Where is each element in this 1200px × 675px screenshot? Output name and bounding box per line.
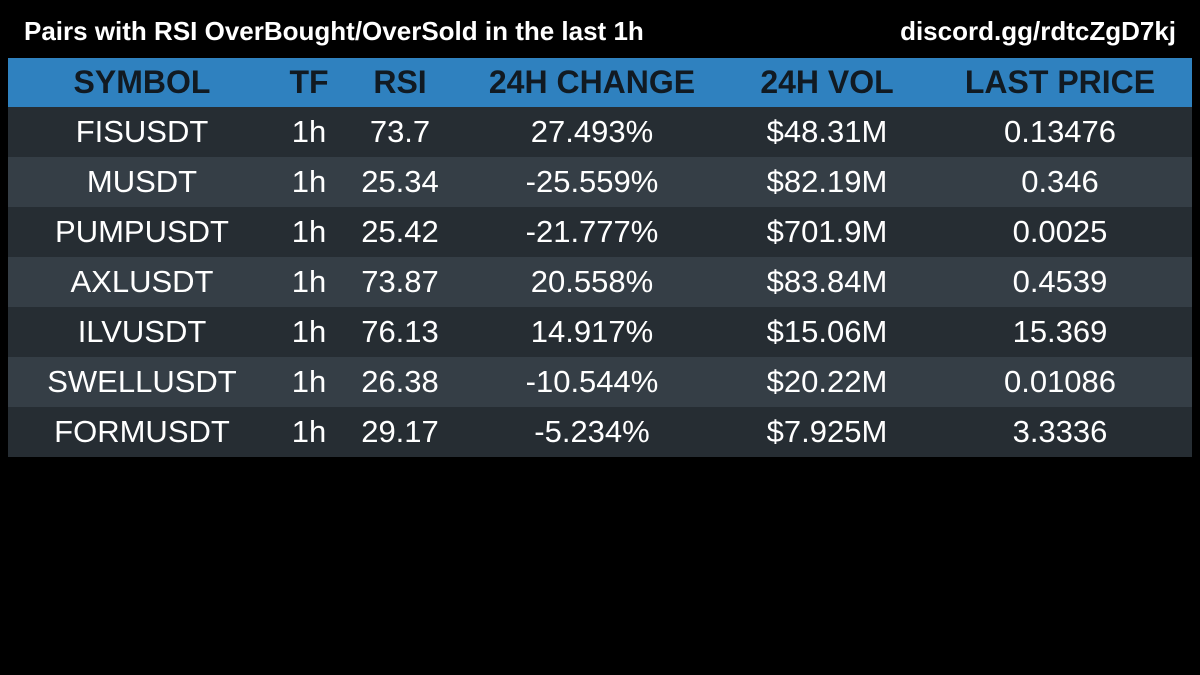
cell-last-price: 0.0025: [1012, 214, 1108, 249]
cell-rsi: 25.42: [361, 214, 439, 249]
cell-symbol: AXLUSDT: [70, 264, 214, 299]
cell-tf: 1h: [291, 214, 327, 249]
column-header-rsi: RSI: [373, 64, 427, 100]
cell-rsi: 73.87: [361, 264, 439, 299]
cell-tf: 1h: [291, 414, 327, 449]
cell-symbol: MUSDT: [86, 164, 198, 199]
table-row: SWELLUSDT 1h 26.38 -10.544% $20.22M 0.01…: [8, 357, 1192, 407]
cell-24h-change: -25.559%: [525, 164, 659, 199]
cell-24h-vol: $83.84M: [766, 264, 888, 299]
cell-rsi: 76.13: [361, 314, 439, 349]
table-row: MUSDT 1h 25.34 -25.559% $82.19M 0.346: [8, 157, 1192, 207]
cell-24h-change: 14.917%: [530, 314, 654, 349]
cell-rsi: 26.38: [361, 364, 439, 399]
cell-rsi: 29.17: [361, 414, 439, 449]
column-header-24h-vol: 24H VOL: [760, 64, 894, 100]
cell-symbol: SWELLUSDT: [47, 364, 237, 399]
table-row: ILVUSDT 1h 76.13 14.917% $15.06M 15.369: [8, 307, 1192, 357]
cell-24h-vol: $7.925M: [766, 414, 888, 449]
cell-tf: 1h: [291, 114, 327, 149]
cell-24h-change: -5.234%: [534, 414, 650, 449]
cell-last-price: 0.01086: [1003, 364, 1117, 399]
discord-link[interactable]: discord.gg/rdtcZgD7kj: [900, 16, 1176, 46]
rsi-table: SYMBOL TF RSI 24H CHANGE 24H VOL LAST PR…: [8, 58, 1192, 457]
cell-rsi: 25.34: [361, 164, 439, 199]
cell-last-price: 0.13476: [1003, 114, 1117, 149]
cell-last-price: 0.4539: [1012, 264, 1108, 299]
cell-last-price: 0.346: [1021, 164, 1099, 199]
cell-rsi: 73.7: [369, 114, 431, 149]
column-header-symbol: SYMBOL: [73, 64, 211, 100]
column-header-24h-change: 24H CHANGE: [488, 64, 696, 100]
cell-symbol: FORMUSDT: [54, 414, 230, 449]
cell-symbol: PUMPUSDT: [55, 214, 229, 249]
cell-24h-vol: $82.19M: [766, 164, 888, 199]
cell-last-price: 3.3336: [1012, 414, 1108, 449]
cell-tf: 1h: [291, 164, 327, 199]
table-row: PUMPUSDT 1h 25.42 -21.777% $701.9M 0.002…: [8, 207, 1192, 257]
rsi-table-container: SYMBOL TF RSI 24H CHANGE 24H VOL LAST PR…: [8, 58, 1192, 457]
table-row: FISUSDT 1h 73.7 27.493% $48.31M 0.13476: [8, 107, 1192, 157]
column-header-tf: TF: [289, 64, 329, 100]
table-row: AXLUSDT 1h 73.87 20.558% $83.84M 0.4539: [8, 257, 1192, 307]
header-bar: Pairs with RSI OverBought/OverSold in th…: [0, 0, 1200, 60]
cell-24h-change: 20.558%: [530, 264, 654, 299]
cell-tf: 1h: [291, 314, 327, 349]
column-header-last-price: LAST PRICE: [964, 64, 1156, 100]
cell-24h-change: -10.544%: [525, 364, 659, 399]
cell-24h-vol: $15.06M: [766, 314, 888, 349]
table-row: FORMUSDT 1h 29.17 -5.234% $7.925M 3.3336: [8, 407, 1192, 457]
cell-24h-vol: $20.22M: [766, 364, 888, 399]
cell-last-price: 15.369: [1012, 314, 1108, 349]
cell-symbol: FISUSDT: [75, 114, 209, 149]
cell-tf: 1h: [291, 364, 327, 399]
cell-24h-change: -21.777%: [525, 214, 659, 249]
table-header-row: SYMBOL TF RSI 24H CHANGE 24H VOL LAST PR…: [8, 58, 1192, 107]
cell-24h-vol: $48.31M: [766, 114, 888, 149]
cell-24h-change: 27.493%: [530, 114, 654, 149]
cell-24h-vol: $701.9M: [766, 214, 888, 249]
page-title: Pairs with RSI OverBought/OverSold in th…: [24, 16, 644, 46]
cell-symbol: ILVUSDT: [77, 314, 207, 349]
cell-tf: 1h: [291, 264, 327, 299]
